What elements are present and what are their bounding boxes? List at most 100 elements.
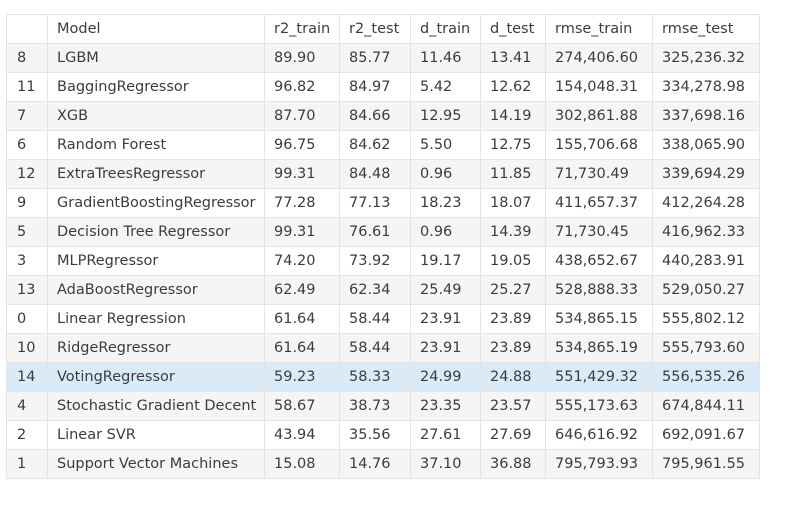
r2-test-cell: 58.44 <box>339 304 411 334</box>
r2-test-cell: 14.76 <box>339 449 411 479</box>
model-name-cell: Support Vector Machines <box>47 449 265 479</box>
row-index: 1 <box>6 449 48 479</box>
header-d-test[interactable]: d_test <box>480 14 546 44</box>
d-train-cell: 11.46 <box>410 43 481 73</box>
r2-test-cell: 85.77 <box>339 43 411 73</box>
row-index: 9 <box>6 188 48 218</box>
table-row[interactable]: 2 Linear SVR 43.94 35.56 27.61 27.69 646,616.9… <box>6 420 760 450</box>
row-index: 2 <box>6 420 48 450</box>
header-r2-test[interactable]: r2_test <box>339 14 411 44</box>
d-test-cell: 19.05 <box>480 246 546 276</box>
d-train-cell: 37.10 <box>410 449 481 479</box>
d-test-cell: 25.27 <box>480 275 546 305</box>
r2-test-cell: 73.92 <box>339 246 411 276</box>
r2-train-cell: 87.70 <box>264 101 340 131</box>
d-test-cell: 23.89 <box>480 304 546 334</box>
rmse-test-cell: 692,091.67 <box>652 420 760 450</box>
row-index: 0 <box>6 304 48 334</box>
header-rmse-train[interactable]: rmse_train <box>545 14 653 44</box>
rmse-train-cell: 646,616.92 <box>545 420 653 450</box>
row-index: 3 <box>6 246 48 276</box>
row-index: 7 <box>6 101 48 131</box>
rmse-test-cell: 555,802.12 <box>652 304 760 334</box>
row-index: 13 <box>6 275 48 305</box>
rmse-train-cell: 438,652.67 <box>545 246 653 276</box>
model-name-cell: VotingRegressor <box>47 362 265 392</box>
table-row[interactable]: 14 VotingRegressor 59.23 58.33 24.99 24.88 551… <box>6 362 760 392</box>
row-index: 11 <box>6 72 48 102</box>
results-table: Model r2_train r2_test d_train d_test rm… <box>6 14 760 479</box>
model-name-cell: LGBM <box>47 43 265 73</box>
rmse-train-cell: 795,793.93 <box>545 449 653 479</box>
r2-train-cell: 58.67 <box>264 391 340 421</box>
rmse-test-cell: 440,283.91 <box>652 246 760 276</box>
table-row[interactable]: 1 Support Vector Machines 15.08 14.76 37.10 3… <box>6 449 760 479</box>
d-train-cell: 23.35 <box>410 391 481 421</box>
table-row[interactable]: 8 LGBM 89.90 85.77 11.46 13.41 274,406.60 325,2… <box>6 43 760 73</box>
r2-train-cell: 61.64 <box>264 304 340 334</box>
d-test-cell: 14.19 <box>480 101 546 131</box>
r2-train-cell: 99.31 <box>264 159 340 189</box>
rmse-test-cell: 795,961.55 <box>652 449 760 479</box>
d-train-cell: 5.50 <box>410 130 481 160</box>
row-index: 4 <box>6 391 48 421</box>
d-train-cell: 0.96 <box>410 217 481 247</box>
d-test-cell: 11.85 <box>480 159 546 189</box>
d-test-cell: 24.88 <box>480 362 546 392</box>
d-train-cell: 25.49 <box>410 275 481 305</box>
r2-test-cell: 84.62 <box>339 130 411 160</box>
header-rmse-test[interactable]: rmse_test <box>652 14 760 44</box>
r2-test-cell: 38.73 <box>339 391 411 421</box>
r2-train-cell: 96.82 <box>264 72 340 102</box>
d-test-cell: 23.89 <box>480 333 546 363</box>
header-r2-train[interactable]: r2_train <box>264 14 340 44</box>
d-test-cell: 12.62 <box>480 72 546 102</box>
rmse-train-cell: 528,888.33 <box>545 275 653 305</box>
model-name-cell: Stochastic Gradient Decent <box>47 391 265 421</box>
r2-train-cell: 62.49 <box>264 275 340 305</box>
d-train-cell: 24.99 <box>410 362 481 392</box>
header-model[interactable]: Model <box>47 14 265 44</box>
r2-test-cell: 58.44 <box>339 333 411 363</box>
table-row[interactable]: 13 AdaBoostRegressor 62.49 62.34 25.49 25.27 5… <box>6 275 760 305</box>
r2-train-cell: 61.64 <box>264 333 340 363</box>
table-row[interactable]: 3 MLPRegressor 74.20 73.92 19.17 19.05 438,652… <box>6 246 760 276</box>
rmse-train-cell: 302,861.88 <box>545 101 653 131</box>
table-row[interactable]: 9 GradientBoostingRegressor 77.28 77.13 18.2… <box>6 188 760 218</box>
r2-train-cell: 59.23 <box>264 362 340 392</box>
rmse-train-cell: 71,730.49 <box>545 159 653 189</box>
table-row[interactable]: 12 ExtraTreesRegressor 99.31 84.48 0.96 11.85… <box>6 159 760 189</box>
rmse-train-cell: 155,706.68 <box>545 130 653 160</box>
rmse-train-cell: 555,173.63 <box>545 391 653 421</box>
model-name-cell: Random Forest <box>47 130 265 160</box>
rmse-test-cell: 325,236.32 <box>652 43 760 73</box>
model-name-cell: BaggingRegressor <box>47 72 265 102</box>
table-row[interactable]: 0 Linear Regression 61.64 58.44 23.91 23.89 53… <box>6 304 760 334</box>
rmse-test-cell: 556,535.26 <box>652 362 760 392</box>
header-d-train[interactable]: d_train <box>410 14 481 44</box>
table-row[interactable]: 7 XGB 87.70 84.66 12.95 14.19 302,861.88 337,69… <box>6 101 760 131</box>
header-row: Model r2_train r2_test d_train d_test rm… <box>6 14 760 44</box>
table-row[interactable]: 10 RidgeRegressor 61.64 58.44 23.91 23.89 534,… <box>6 333 760 363</box>
r2-test-cell: 35.56 <box>339 420 411 450</box>
d-train-cell: 12.95 <box>410 101 481 131</box>
d-train-cell: 18.23 <box>410 188 481 218</box>
rmse-test-cell: 555,793.60 <box>652 333 760 363</box>
table-row[interactable]: 4 Stochastic Gradient Decent 58.67 38.73 23.… <box>6 391 760 421</box>
r2-train-cell: 74.20 <box>264 246 340 276</box>
r2-test-cell: 77.13 <box>339 188 411 218</box>
table-row[interactable]: 6 Random Forest 96.75 84.62 5.50 12.75 155,706… <box>6 130 760 160</box>
rmse-train-cell: 71,730.45 <box>545 217 653 247</box>
d-test-cell: 27.69 <box>480 420 546 450</box>
model-name-cell: MLPRegressor <box>47 246 265 276</box>
rmse-train-cell: 534,865.19 <box>545 333 653 363</box>
table-header: Model r2_train r2_test d_train d_test rm… <box>6 14 760 44</box>
model-name-cell: GradientBoostingRegressor <box>47 188 265 218</box>
r2-train-cell: 96.75 <box>264 130 340 160</box>
d-train-cell: 23.91 <box>410 304 481 334</box>
model-name-cell: Decision Tree Regressor <box>47 217 265 247</box>
table-row[interactable]: 11 BaggingRegressor 96.82 84.97 5.42 12.62 154… <box>6 72 760 102</box>
d-train-cell: 5.42 <box>410 72 481 102</box>
row-index: 6 <box>6 130 48 160</box>
table-row[interactable]: 5 Decision Tree Regressor 99.31 76.61 0.96 14… <box>6 217 760 247</box>
